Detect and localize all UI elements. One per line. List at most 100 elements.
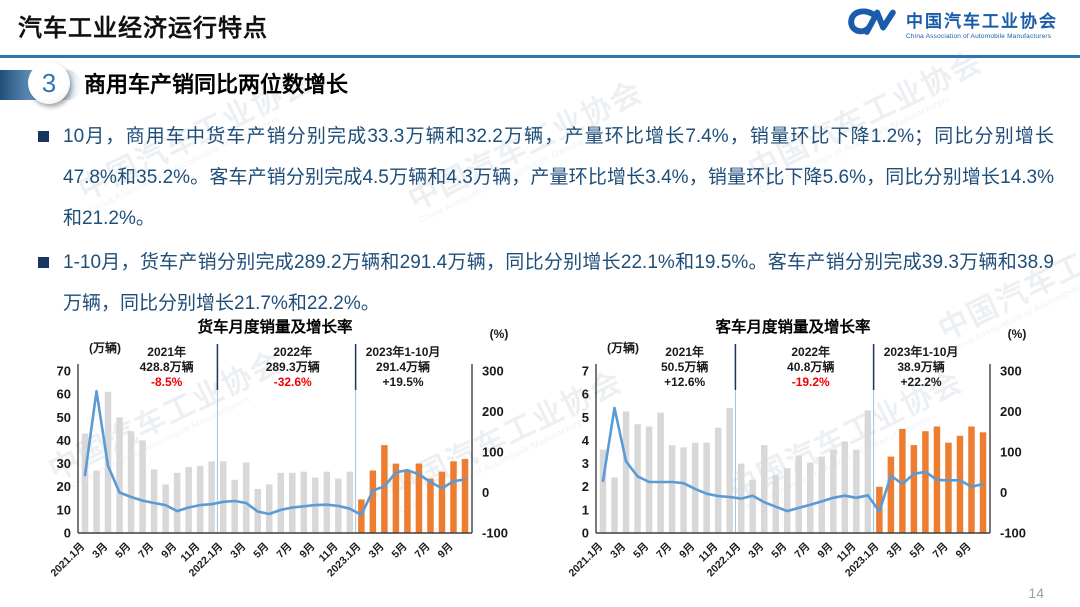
sales-bar <box>219 461 227 533</box>
svg-text:40: 40 <box>57 433 71 448</box>
svg-text:3月: 3月 <box>228 541 248 561</box>
sales-bar <box>853 449 860 533</box>
svg-text:-100: -100 <box>482 526 508 541</box>
bus-sales-chart: 客车月度销量及增长率 (%) (万辆) 2021年 50.5万辆 +12.6% 2022年 4… <box>560 314 1078 606</box>
chart-title: 客车月度销量及增长率 <box>715 317 871 336</box>
svg-text:2021.1月: 2021.1月 <box>48 541 87 580</box>
sales-bar <box>265 484 273 533</box>
sales-bar <box>841 441 849 533</box>
svg-text:289.3万辆: 289.3万辆 <box>266 359 320 374</box>
sales-bar <box>864 410 872 533</box>
svg-text:70: 70 <box>57 364 71 379</box>
sales-bar <box>450 461 457 533</box>
svg-text:428.8万辆: 428.8万辆 <box>140 359 194 374</box>
bullet-text: 1-10月，货车产销分别完成289.2万辆和291.4万辆，同比分别增长22.1… <box>63 252 1054 314</box>
sales-bar <box>358 499 365 533</box>
sales-bar <box>968 426 975 533</box>
left-axis-ticks: 0 10 20 30 40 50 60 70 <box>57 364 71 541</box>
svg-text:-100: -100 <box>1000 526 1026 541</box>
svg-text:7: 7 <box>582 364 589 379</box>
sales-bar <box>173 472 181 533</box>
svg-text:3月: 3月 <box>746 541 766 561</box>
sales-bar <box>807 462 814 533</box>
sales-bar <box>726 408 733 533</box>
svg-text:0: 0 <box>582 526 589 541</box>
sales-bar <box>242 462 250 533</box>
bullet-text: 10月，商用车中货车产销分别完成33.3万辆和32.2万辆，产量环比增长7.4%… <box>63 126 1054 229</box>
svg-text:3月: 3月 <box>366 541 386 561</box>
bullet-list: 10月，商用车中货车产销分别完成33.3万辆和32.2万辆，产量环比增长7.4%… <box>38 116 1054 327</box>
sales-bar <box>289 472 296 533</box>
sales-bar <box>231 479 238 533</box>
sales-bar <box>945 442 952 533</box>
sales-bar <box>427 478 434 533</box>
svg-text:2022年: 2022年 <box>791 344 830 359</box>
svg-text:60: 60 <box>57 387 71 402</box>
bullet-item: 10月，商用车中货车产销分别完成33.3万辆和32.2万辆，产量环比增长7.4%… <box>38 116 1054 239</box>
sales-bar <box>749 479 756 533</box>
bullet-square-icon <box>38 257 49 268</box>
sales-bar <box>795 455 803 533</box>
svg-text:7月: 7月 <box>413 541 433 561</box>
svg-text:2021年: 2021年 <box>147 344 186 359</box>
page-number: 14 <box>1028 585 1044 601</box>
svg-text:200: 200 <box>482 404 504 419</box>
svg-text:2021年: 2021年 <box>665 344 704 359</box>
svg-text:9月: 9月 <box>815 541 835 561</box>
svg-text:7月: 7月 <box>274 541 294 561</box>
svg-text:+12.6%: +12.6% <box>664 375 705 389</box>
svg-text:50.5万辆: 50.5万辆 <box>661 359 708 374</box>
sales-bar <box>714 427 722 533</box>
section-title: 商用车产销同比两位数增长 <box>84 72 349 97</box>
sales-bar <box>196 465 204 533</box>
svg-text:38.9万辆: 38.9万辆 <box>897 359 944 374</box>
logo-name-en: China Association of Automobile Manufact… <box>906 32 1052 40</box>
truck-chart-svg: 货车月度销量及增长率 (%)(万辆) 2021年428.8万辆-8.5%2022年2… <box>48 317 508 580</box>
sales-bar <box>668 445 676 533</box>
sales-bar <box>277 472 285 533</box>
sales-bar <box>703 442 710 533</box>
sales-bar <box>369 470 377 533</box>
svg-text:291.4万辆: 291.4万辆 <box>376 359 430 374</box>
svg-text:3: 3 <box>582 456 589 471</box>
sales-bar <box>162 484 169 533</box>
svg-text:2023年1-10月: 2023年1-10月 <box>884 344 959 359</box>
svg-text:5月: 5月 <box>390 541 410 561</box>
svg-text:20: 20 <box>57 479 71 494</box>
cama-logo-icon <box>848 8 896 35</box>
sales-bar <box>323 471 331 533</box>
svg-text:9月: 9月 <box>159 541 179 561</box>
svg-text:5月: 5月 <box>113 541 133 561</box>
svg-text:40.8万辆: 40.8万辆 <box>787 359 834 374</box>
svg-text:-19.2%: -19.2% <box>792 375 830 389</box>
svg-text:5月: 5月 <box>251 541 271 561</box>
sales-bar <box>392 463 400 533</box>
left-axis-unit: (万辆) <box>607 340 639 355</box>
svg-text:50: 50 <box>57 410 71 425</box>
svg-text:-32.6%: -32.6% <box>274 375 312 389</box>
sales-bar <box>415 463 423 533</box>
sales-bar <box>93 470 100 533</box>
cama-logo: 中国汽车工业协会 China Association of Automobile… <box>846 6 1058 40</box>
sales-bar <box>772 475 779 533</box>
svg-text:100: 100 <box>482 445 504 460</box>
sales-bar <box>150 469 158 533</box>
truck-sales-chart: 货车月度销量及增长率 (%) (万辆) 2021年 428.8万辆 -8.5% 2022年 2… <box>42 314 560 606</box>
bullet-square-icon <box>38 131 49 142</box>
sales-bar <box>956 435 964 533</box>
svg-text:7月: 7月 <box>931 541 951 561</box>
svg-text:30: 30 <box>57 456 71 471</box>
sales-bar <box>438 471 446 533</box>
sales-bar <box>887 456 895 533</box>
right-axis-ticks: -100 0 100 200 300 <box>1000 364 1026 541</box>
svg-text:3月: 3月 <box>90 541 110 561</box>
svg-text:0: 0 <box>64 526 71 541</box>
sales-bars <box>599 408 987 533</box>
sales-bar <box>783 468 791 533</box>
sales-bar <box>910 445 918 533</box>
svg-text:7月: 7月 <box>136 541 156 561</box>
svg-text:+19.5%: +19.5% <box>383 375 424 389</box>
